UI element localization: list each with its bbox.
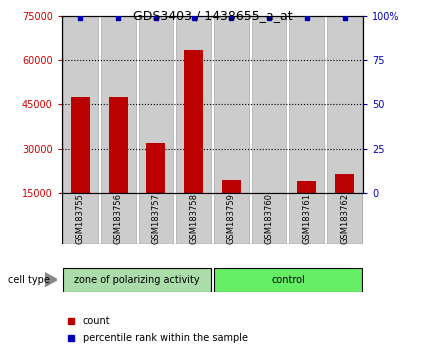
Bar <box>327 193 362 244</box>
Bar <box>298 181 316 193</box>
Bar <box>214 268 362 292</box>
Text: GDS3403 / 1438655_a_at: GDS3403 / 1438655_a_at <box>133 9 292 22</box>
Bar <box>176 16 211 193</box>
Text: GSM183758: GSM183758 <box>189 193 198 244</box>
Bar <box>139 16 173 193</box>
Bar <box>63 16 98 193</box>
Bar <box>214 16 249 193</box>
Bar <box>252 16 286 193</box>
Text: GSM183761: GSM183761 <box>302 193 311 244</box>
Bar <box>222 180 241 193</box>
Bar <box>109 97 127 193</box>
Text: GSM183757: GSM183757 <box>151 193 160 244</box>
Text: GSM183755: GSM183755 <box>76 193 85 244</box>
Bar <box>184 50 203 193</box>
Bar <box>101 193 136 244</box>
Bar <box>63 193 98 244</box>
Text: GSM183760: GSM183760 <box>265 193 274 244</box>
Bar <box>214 193 249 244</box>
Bar <box>335 174 354 193</box>
Text: control: control <box>271 275 305 285</box>
Text: percentile rank within the sample: percentile rank within the sample <box>83 333 248 343</box>
Bar <box>139 193 173 244</box>
Text: cell type: cell type <box>8 275 51 285</box>
Bar <box>252 193 286 244</box>
Bar <box>289 16 324 193</box>
Bar <box>147 143 165 193</box>
Bar <box>71 97 90 193</box>
Text: GSM183756: GSM183756 <box>114 193 123 244</box>
Bar <box>327 16 362 193</box>
Bar <box>63 268 211 292</box>
Text: count: count <box>83 316 110 326</box>
Bar <box>289 193 324 244</box>
Bar <box>176 193 211 244</box>
Text: zone of polarizing activity: zone of polarizing activity <box>74 275 200 285</box>
Bar <box>101 16 136 193</box>
Text: GSM183759: GSM183759 <box>227 193 236 244</box>
Text: GSM183762: GSM183762 <box>340 193 349 244</box>
Polygon shape <box>45 273 57 287</box>
